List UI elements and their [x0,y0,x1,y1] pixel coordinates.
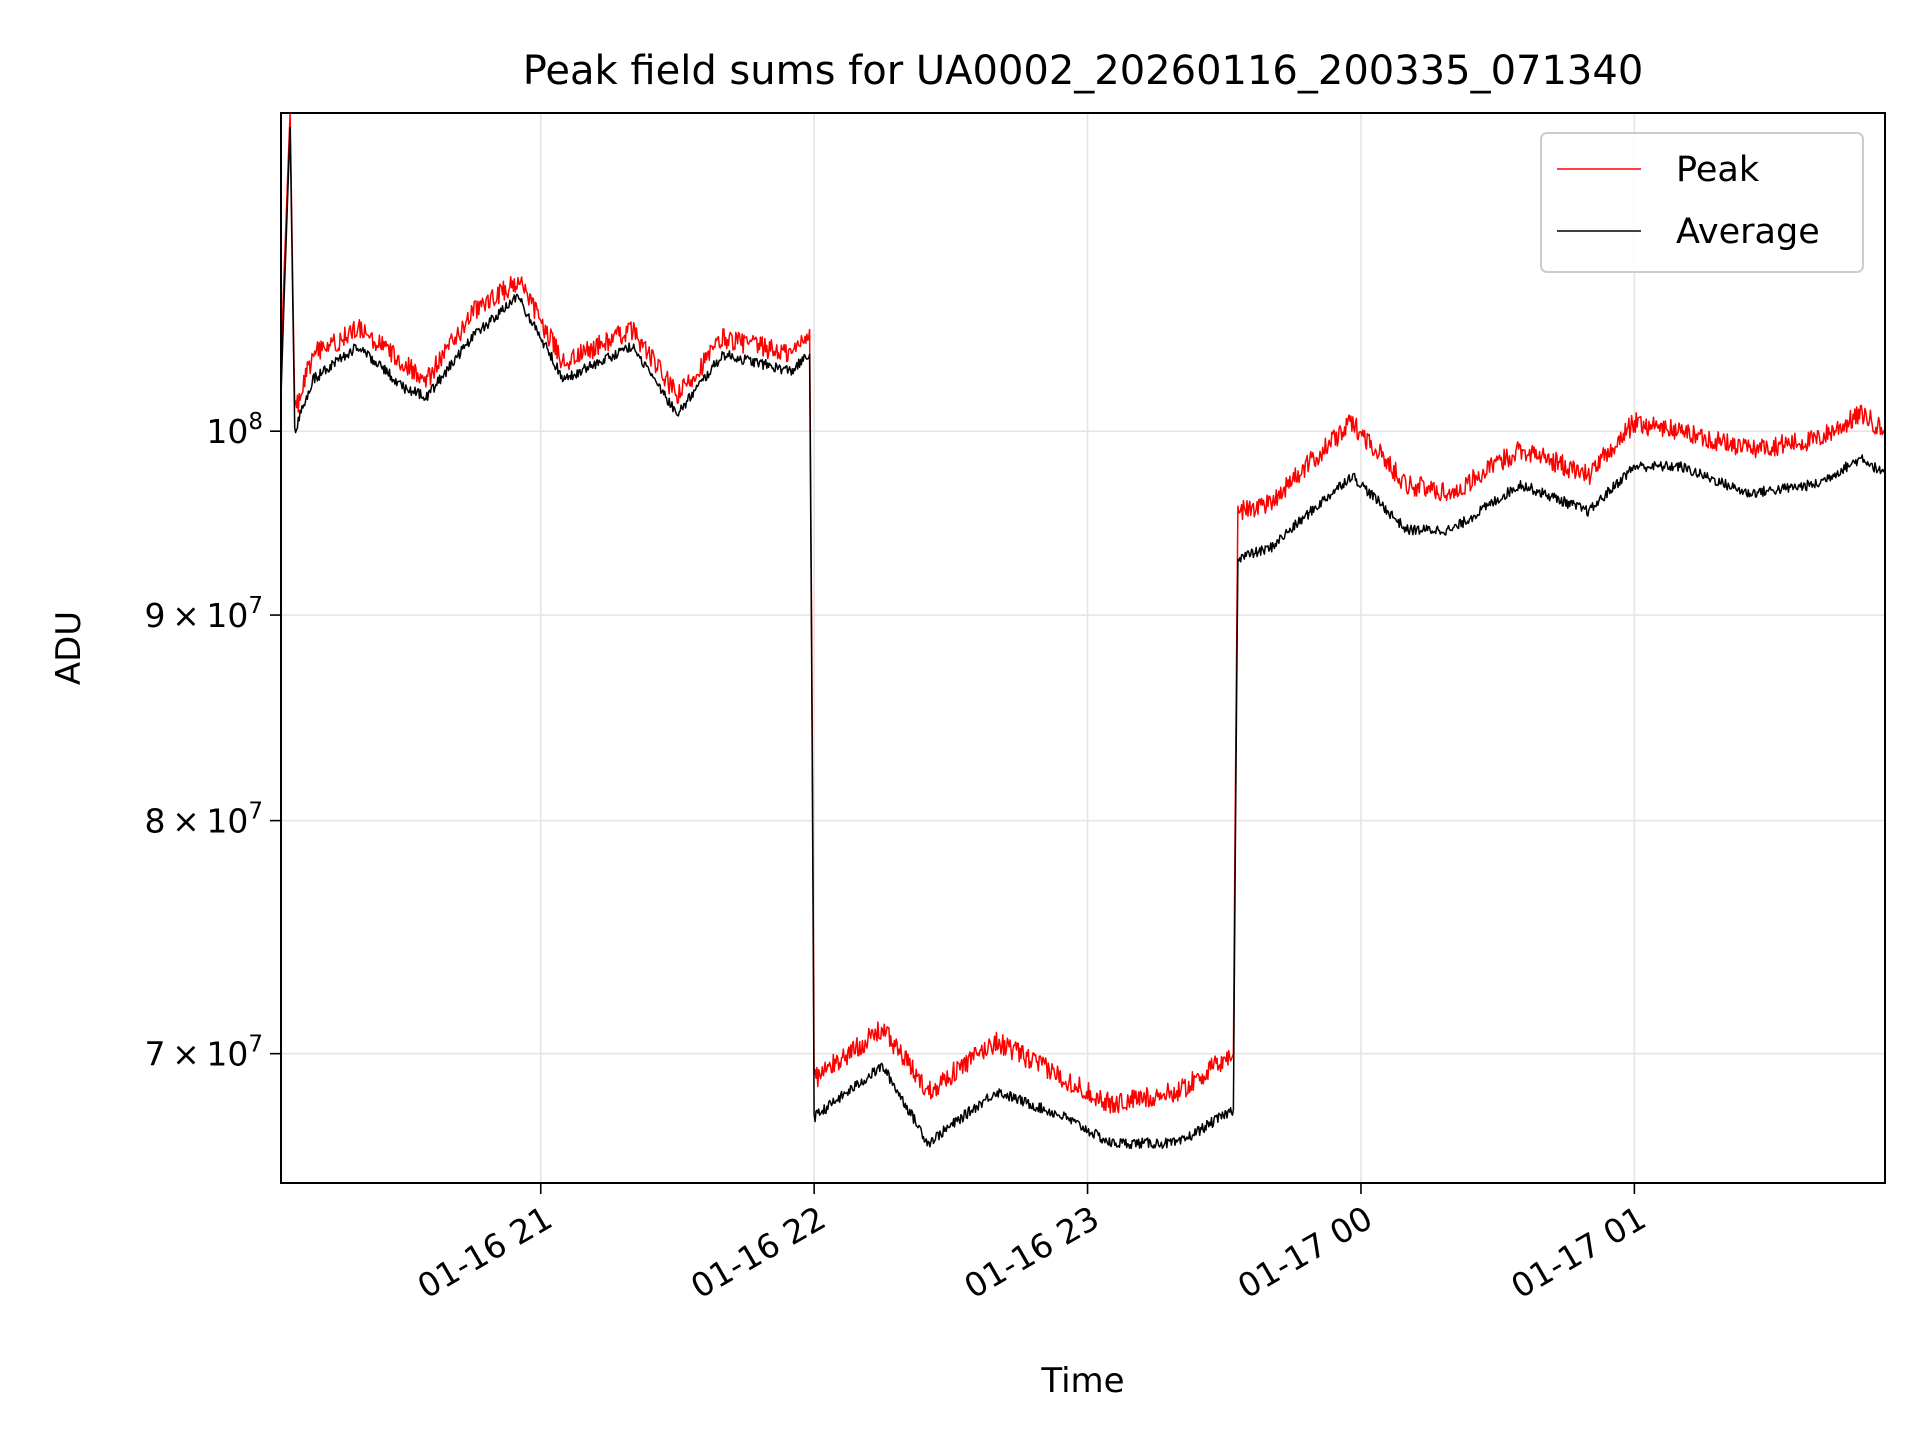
y-tick-exponent: 8 [248,409,263,435]
x-tick-label: 01-17 00 [1231,1198,1379,1306]
x-axis-label: Time [1040,1361,1124,1401]
series-line-average [281,126,1885,1150]
y-tick-label: 9 × 107 [145,593,263,635]
y-tick-label: 7 × 107 [145,1032,263,1074]
y-axis-label: ADU [49,611,89,685]
legend-box [1540,132,1864,273]
plot-area [281,113,1885,1150]
legend-label-peak: Peak [1676,150,1760,190]
x-tick-label: 01-16 23 [958,1198,1106,1306]
y-tick-exponent: 7 [248,799,263,825]
x-tick-label: 01-16 21 [411,1198,559,1306]
chart-title: Peak field sums for UA0002_20260116_2003… [523,48,1644,94]
y-tick-mantissa: 9 × 10 [145,596,249,635]
x-tick-label: 01-16 22 [684,1198,832,1306]
legend: Peak Average [1540,132,1864,273]
y-tick-exponent: 7 [248,593,263,619]
series-line-peak [281,113,1885,1114]
y-tick-base: 10 [206,412,248,451]
y-tick-label: 8 × 107 [145,799,263,841]
plot-frame [280,112,1886,1184]
legend-label-average: Average [1676,212,1820,252]
x-axis-ticks: 01-16 21 01-16 22 01-16 23 01-17 00 01-17 01 [411,1183,1652,1306]
grid-lines [281,113,1885,1183]
y-tick-label: 108 [206,409,263,451]
x-tick-label: 01-17 01 [1504,1198,1652,1306]
y-tick-exponent: 7 [248,1032,263,1058]
y-tick-mantissa: 8 × 10 [145,802,249,841]
y-tick-mantissa: 7 × 10 [145,1035,249,1074]
